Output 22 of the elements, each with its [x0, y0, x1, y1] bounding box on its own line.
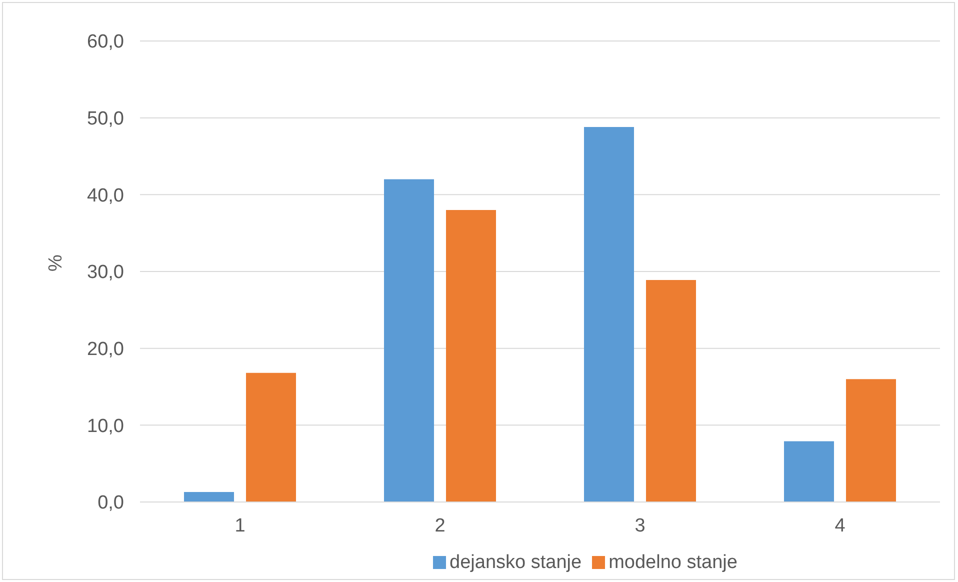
- y-tick-label: 20,0: [87, 339, 124, 360]
- y-tick-label: 40,0: [87, 185, 124, 206]
- x-tick-label: 4: [834, 515, 846, 536]
- bar: [246, 372, 296, 502]
- y-tick-label: 30,0: [87, 262, 124, 284]
- bar: [784, 441, 834, 502]
- y-tick-label: 0,0: [98, 492, 124, 514]
- legend-label: dejansko stanje: [450, 552, 582, 573]
- y-tick-label: 60,0: [87, 32, 124, 53]
- bar: [184, 492, 234, 502]
- x-tick-label: 2: [434, 515, 446, 536]
- x-tick-label: 1: [234, 515, 246, 536]
- y-tick-label: 50,0: [87, 108, 124, 130]
- bar: [584, 127, 634, 502]
- bar: [646, 280, 696, 502]
- x-tick-label: 3: [634, 515, 646, 536]
- y-tick-label: 10,0: [87, 416, 124, 437]
- bar: [846, 379, 896, 502]
- legend-label: modelno stanje: [608, 552, 738, 573]
- y-axis-title: %: [46, 254, 67, 272]
- bar: [384, 179, 434, 502]
- bar: [446, 210, 496, 502]
